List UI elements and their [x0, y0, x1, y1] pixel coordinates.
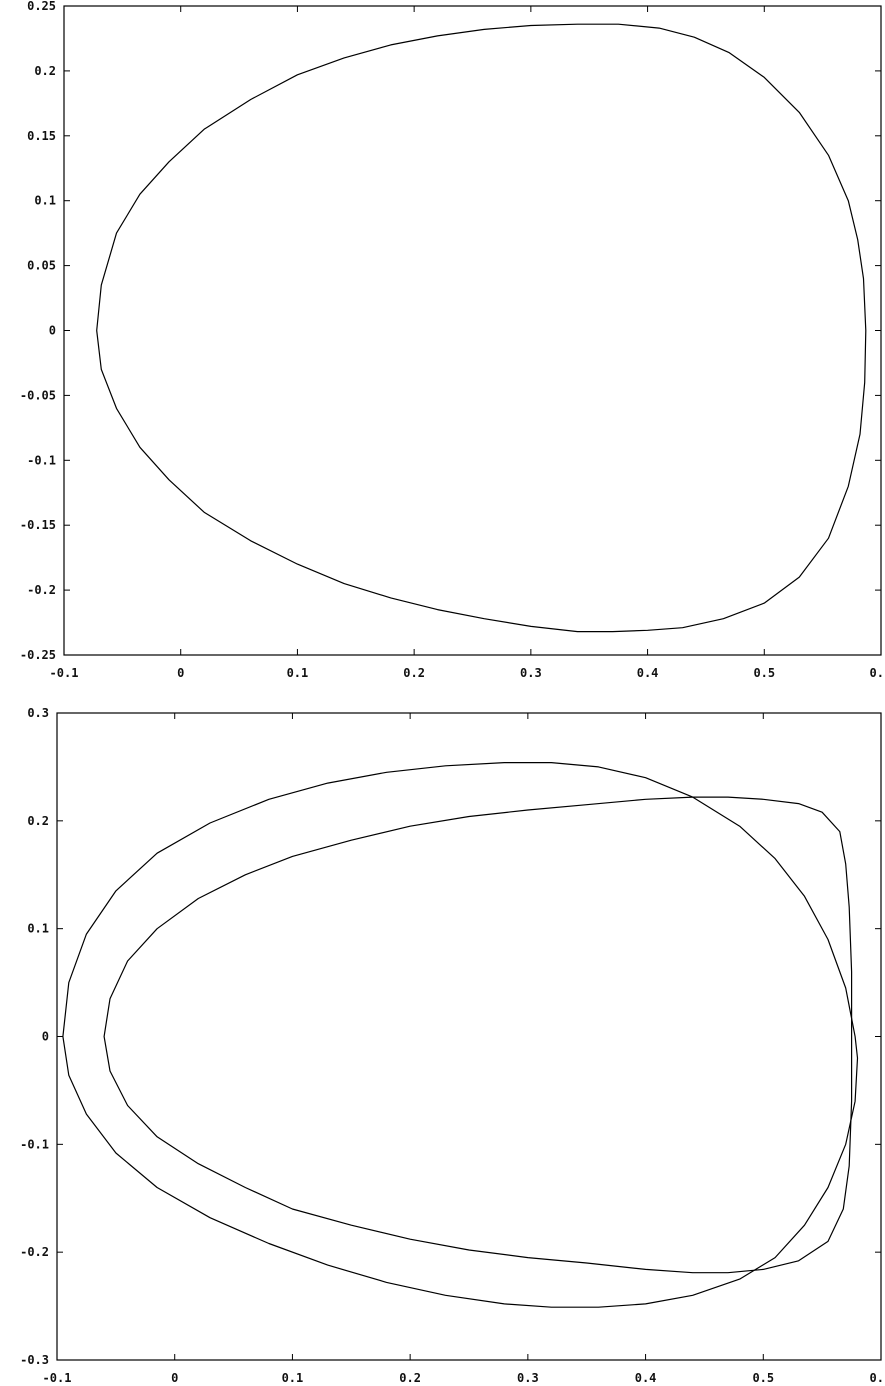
x-tick-label: 0.1	[287, 666, 309, 680]
y-tick-label: -0.3	[20, 1353, 49, 1367]
x-tick-label: 0.3	[517, 1371, 539, 1385]
y-tick-label: -0.1	[27, 453, 56, 467]
y-tick-label: 0	[49, 324, 56, 338]
x-tick-label: 0.	[870, 1371, 884, 1385]
y-tick-label: 0.1	[34, 194, 56, 208]
x-tick-label: 0.	[870, 666, 884, 680]
y-tick-label: 0.15	[27, 129, 56, 143]
y-tick-label: -0.15	[20, 518, 56, 532]
bottom-plot-panel: 0.3 0.2 0.1 0 -0.1 -0.2 -0.3 -0.1 0 0.1 0.2 0.3 0.4 0…	[20, 706, 884, 1385]
x-tick-label: 0.3	[520, 666, 542, 680]
y-tick-label: 0.2	[27, 814, 49, 828]
x-tick-label: 0.1	[282, 1371, 304, 1385]
x-tick-label: -0.1	[50, 666, 79, 680]
x-tick-label: 0.4	[637, 666, 659, 680]
x-tick-label: 0.5	[753, 666, 775, 680]
x-tick-label: 0	[177, 666, 184, 680]
x-tick-label: 0	[171, 1371, 178, 1385]
y-tick-label: -0.25	[20, 648, 56, 662]
y-tick-label: 0.25	[27, 0, 56, 13]
y-tick-label: -0.2	[27, 583, 56, 597]
y-tick-label: 0.05	[27, 259, 56, 273]
y-tick-label: -0.1	[20, 1137, 49, 1151]
series-curve-2	[103, 796, 853, 1274]
x-tick-label: 0.2	[403, 666, 425, 680]
x-tick-label: 0.4	[635, 1371, 657, 1385]
y-tick-label: 0.3	[27, 706, 49, 720]
x-tick-label: 0.5	[752, 1371, 774, 1385]
plot-frame	[63, 5, 882, 656]
plot-frame	[56, 712, 882, 1361]
y-tick-label: 0	[42, 1030, 49, 1044]
y-tick-label: -0.05	[20, 388, 56, 402]
y-tick-label: 0.1	[27, 922, 49, 936]
x-tick-label: 0.2	[399, 1371, 421, 1385]
top-plot-panel: 0.25 0.2 0.15 0.1 0.05 0 -0.05 -0.1 -0.15 -0.2 -0.…	[20, 0, 884, 680]
series-curve-1	[96, 23, 867, 633]
series-curve-1	[62, 762, 859, 1308]
y-tick-label: -0.2	[20, 1245, 49, 1259]
x-tick-label: -0.1	[43, 1371, 72, 1385]
y-tick-label: 0.2	[34, 64, 56, 78]
